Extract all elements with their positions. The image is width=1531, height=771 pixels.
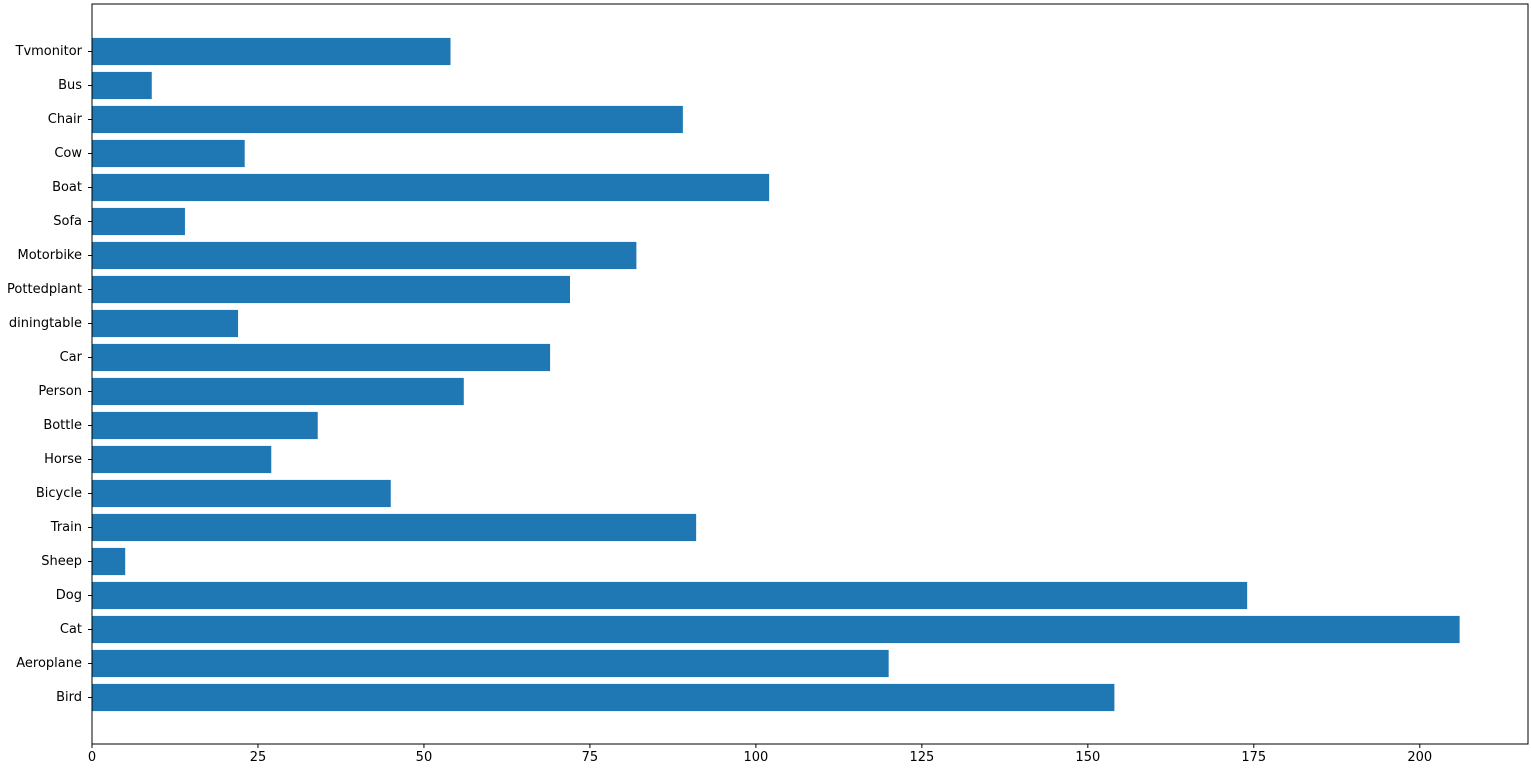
y-tick-label-bottle: Bottle (43, 418, 82, 433)
bar-dog (92, 581, 1248, 610)
bar-pottedplant (92, 275, 571, 304)
x-tick-label-25: 25 (250, 750, 267, 765)
y-tick-label-bicycle: Bicycle (36, 486, 82, 501)
bar-bottle (92, 411, 318, 440)
x-tick-label-200: 200 (1407, 750, 1432, 765)
bars-group (92, 37, 1460, 712)
y-tick-label-person: Person (38, 384, 82, 399)
bar-tvmonitor (92, 37, 451, 66)
y-tick-label-motorbike: Motorbike (18, 248, 83, 263)
y-tick-label-cow: Cow (54, 146, 82, 161)
y-tick-label-chair: Chair (48, 112, 83, 127)
y-tick-label-aeroplane: Aeroplane (16, 656, 82, 671)
bar-bus (92, 71, 152, 100)
bar-chair (92, 105, 683, 134)
y-tick-label-horse: Horse (44, 452, 82, 467)
y-axis: Bird Aeroplane Cat Dog Sheep Train Bicycle Hors… (7, 44, 92, 705)
x-tick-label-125: 125 (909, 750, 934, 765)
y-tick-label-boat: Boat (52, 180, 82, 195)
bar-car (92, 343, 551, 372)
x-tick-label-175: 175 (1241, 750, 1266, 765)
y-tick-label-bus: Bus (58, 78, 82, 93)
y-tick-label-diningtable: diningtable (9, 316, 82, 331)
y-tick-label-cat: Cat (60, 622, 82, 637)
bar-bicycle (92, 479, 391, 508)
y-tick-label-train: Train (50, 520, 82, 535)
y-tick-label-dog: Dog (56, 588, 82, 603)
bar-sheep (92, 547, 126, 576)
plot-frame (91, 3, 1529, 745)
bar-person (92, 377, 464, 406)
x-axis: 0 25 50 75 100 125 150 175 200 (88, 744, 1432, 765)
x-tick-label-150: 150 (1075, 750, 1100, 765)
y-tick-label-pottedplant: Pottedplant (7, 282, 82, 297)
x-tick-label-50: 50 (416, 750, 433, 765)
y-tick-label-sheep: Sheep (41, 554, 82, 569)
bar-boat (92, 173, 770, 202)
y-tick-label-sofa: Sofa (53, 214, 82, 229)
bar-bird (92, 683, 1115, 712)
bar-cow (92, 139, 245, 168)
bar-horse (92, 445, 272, 474)
y-tick-label-bird: Bird (56, 690, 82, 705)
bar-cat (92, 615, 1460, 644)
y-tick-label-tvmonitor: Tvmonitor (15, 44, 83, 59)
bar-motorbike (92, 241, 637, 270)
bar-aeroplane (92, 649, 889, 678)
y-tick-label-car: Car (60, 350, 83, 365)
x-tick-label-75: 75 (582, 750, 599, 765)
x-tick-label-100: 100 (743, 750, 768, 765)
x-tick-label-0: 0 (88, 750, 96, 765)
bar-sofa (92, 207, 185, 236)
bar-train (92, 513, 697, 542)
bar-diningtable (92, 309, 239, 338)
